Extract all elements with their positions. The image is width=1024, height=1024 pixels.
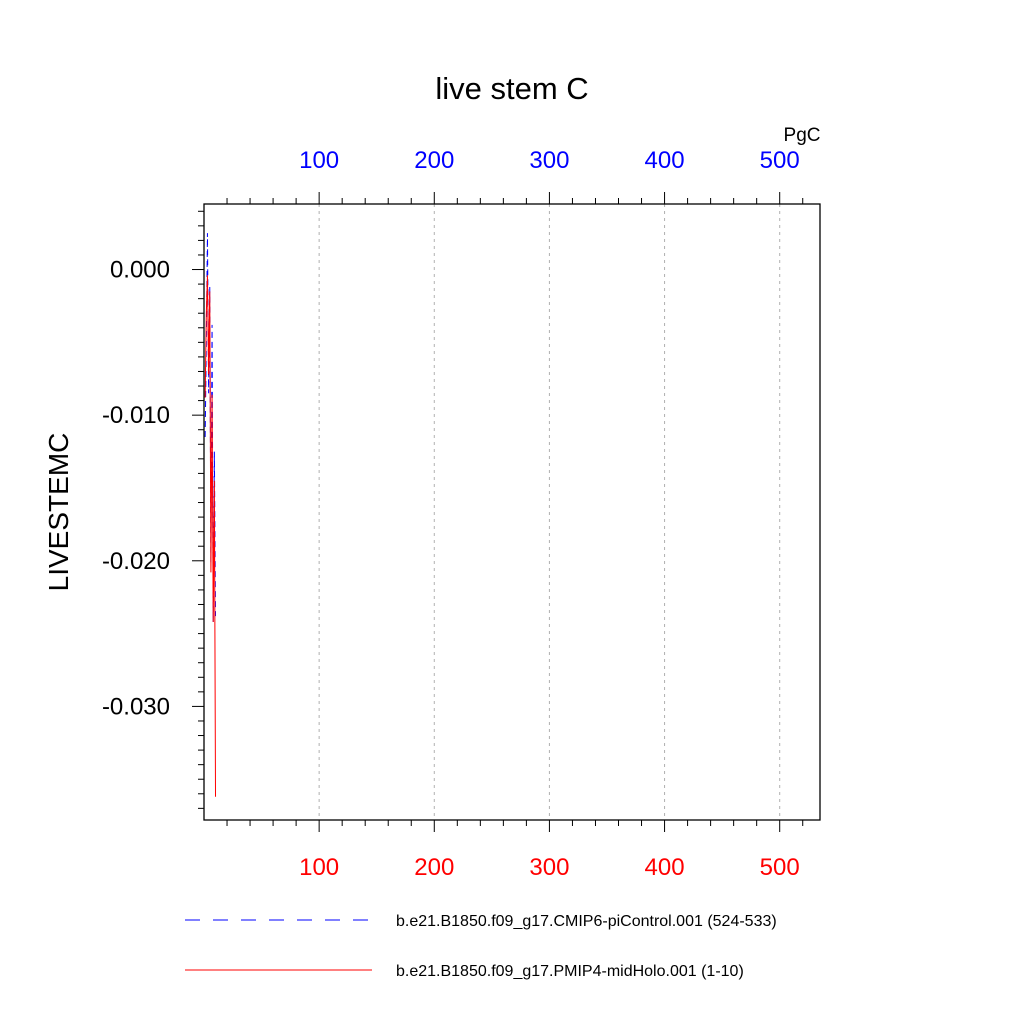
plot-frame [203, 203, 821, 821]
series-lines [204, 233, 217, 797]
top-x-tick-label: 200 [414, 147, 454, 174]
top-x-tick-label: 100 [299, 147, 339, 174]
chart-title: live stem C [435, 71, 588, 106]
axis-ticks [192, 192, 804, 832]
units-label: PgC [784, 125, 821, 146]
y-tick-label: -0.030 [102, 693, 170, 720]
y-tick-labels: 0.000 -0.010 -0.020 -0.030 [102, 257, 170, 721]
bottom-x-tick-label: 400 [645, 854, 685, 881]
bottom-x-tick-label: 500 [760, 854, 800, 881]
bottom-x-tick-label: 300 [529, 854, 569, 881]
bottom-x-tick-labels: 100 200 300 400 500 [299, 854, 800, 881]
legend-label-midholo: b.e21.B1850.f09_g17.PMIP4-midHolo.001 (1… [396, 963, 744, 980]
series-line-midholo [204, 275, 217, 797]
top-x-tick-label: 300 [529, 147, 569, 174]
y-tick-label: -0.020 [102, 548, 170, 575]
top-x-tick-label: 500 [760, 147, 800, 174]
top-x-tick-labels: 100 200 300 400 500 [299, 147, 800, 174]
y-axis-title: LIVESTEMC [43, 433, 74, 592]
legend: b.e21.B1850.f09_g17.CMIP6-piControl.001 … [185, 913, 777, 980]
y-tick-label: -0.010 [102, 402, 170, 429]
legend-label-control: b.e21.B1850.f09_g17.CMIP6-piControl.001 … [396, 913, 777, 930]
bottom-x-tick-label: 100 [299, 854, 339, 881]
bottom-x-tick-label: 200 [414, 854, 454, 881]
grid-lines [318, 204, 781, 820]
y-tick-label: 0.000 [110, 257, 170, 284]
top-x-tick-label: 400 [645, 147, 685, 174]
